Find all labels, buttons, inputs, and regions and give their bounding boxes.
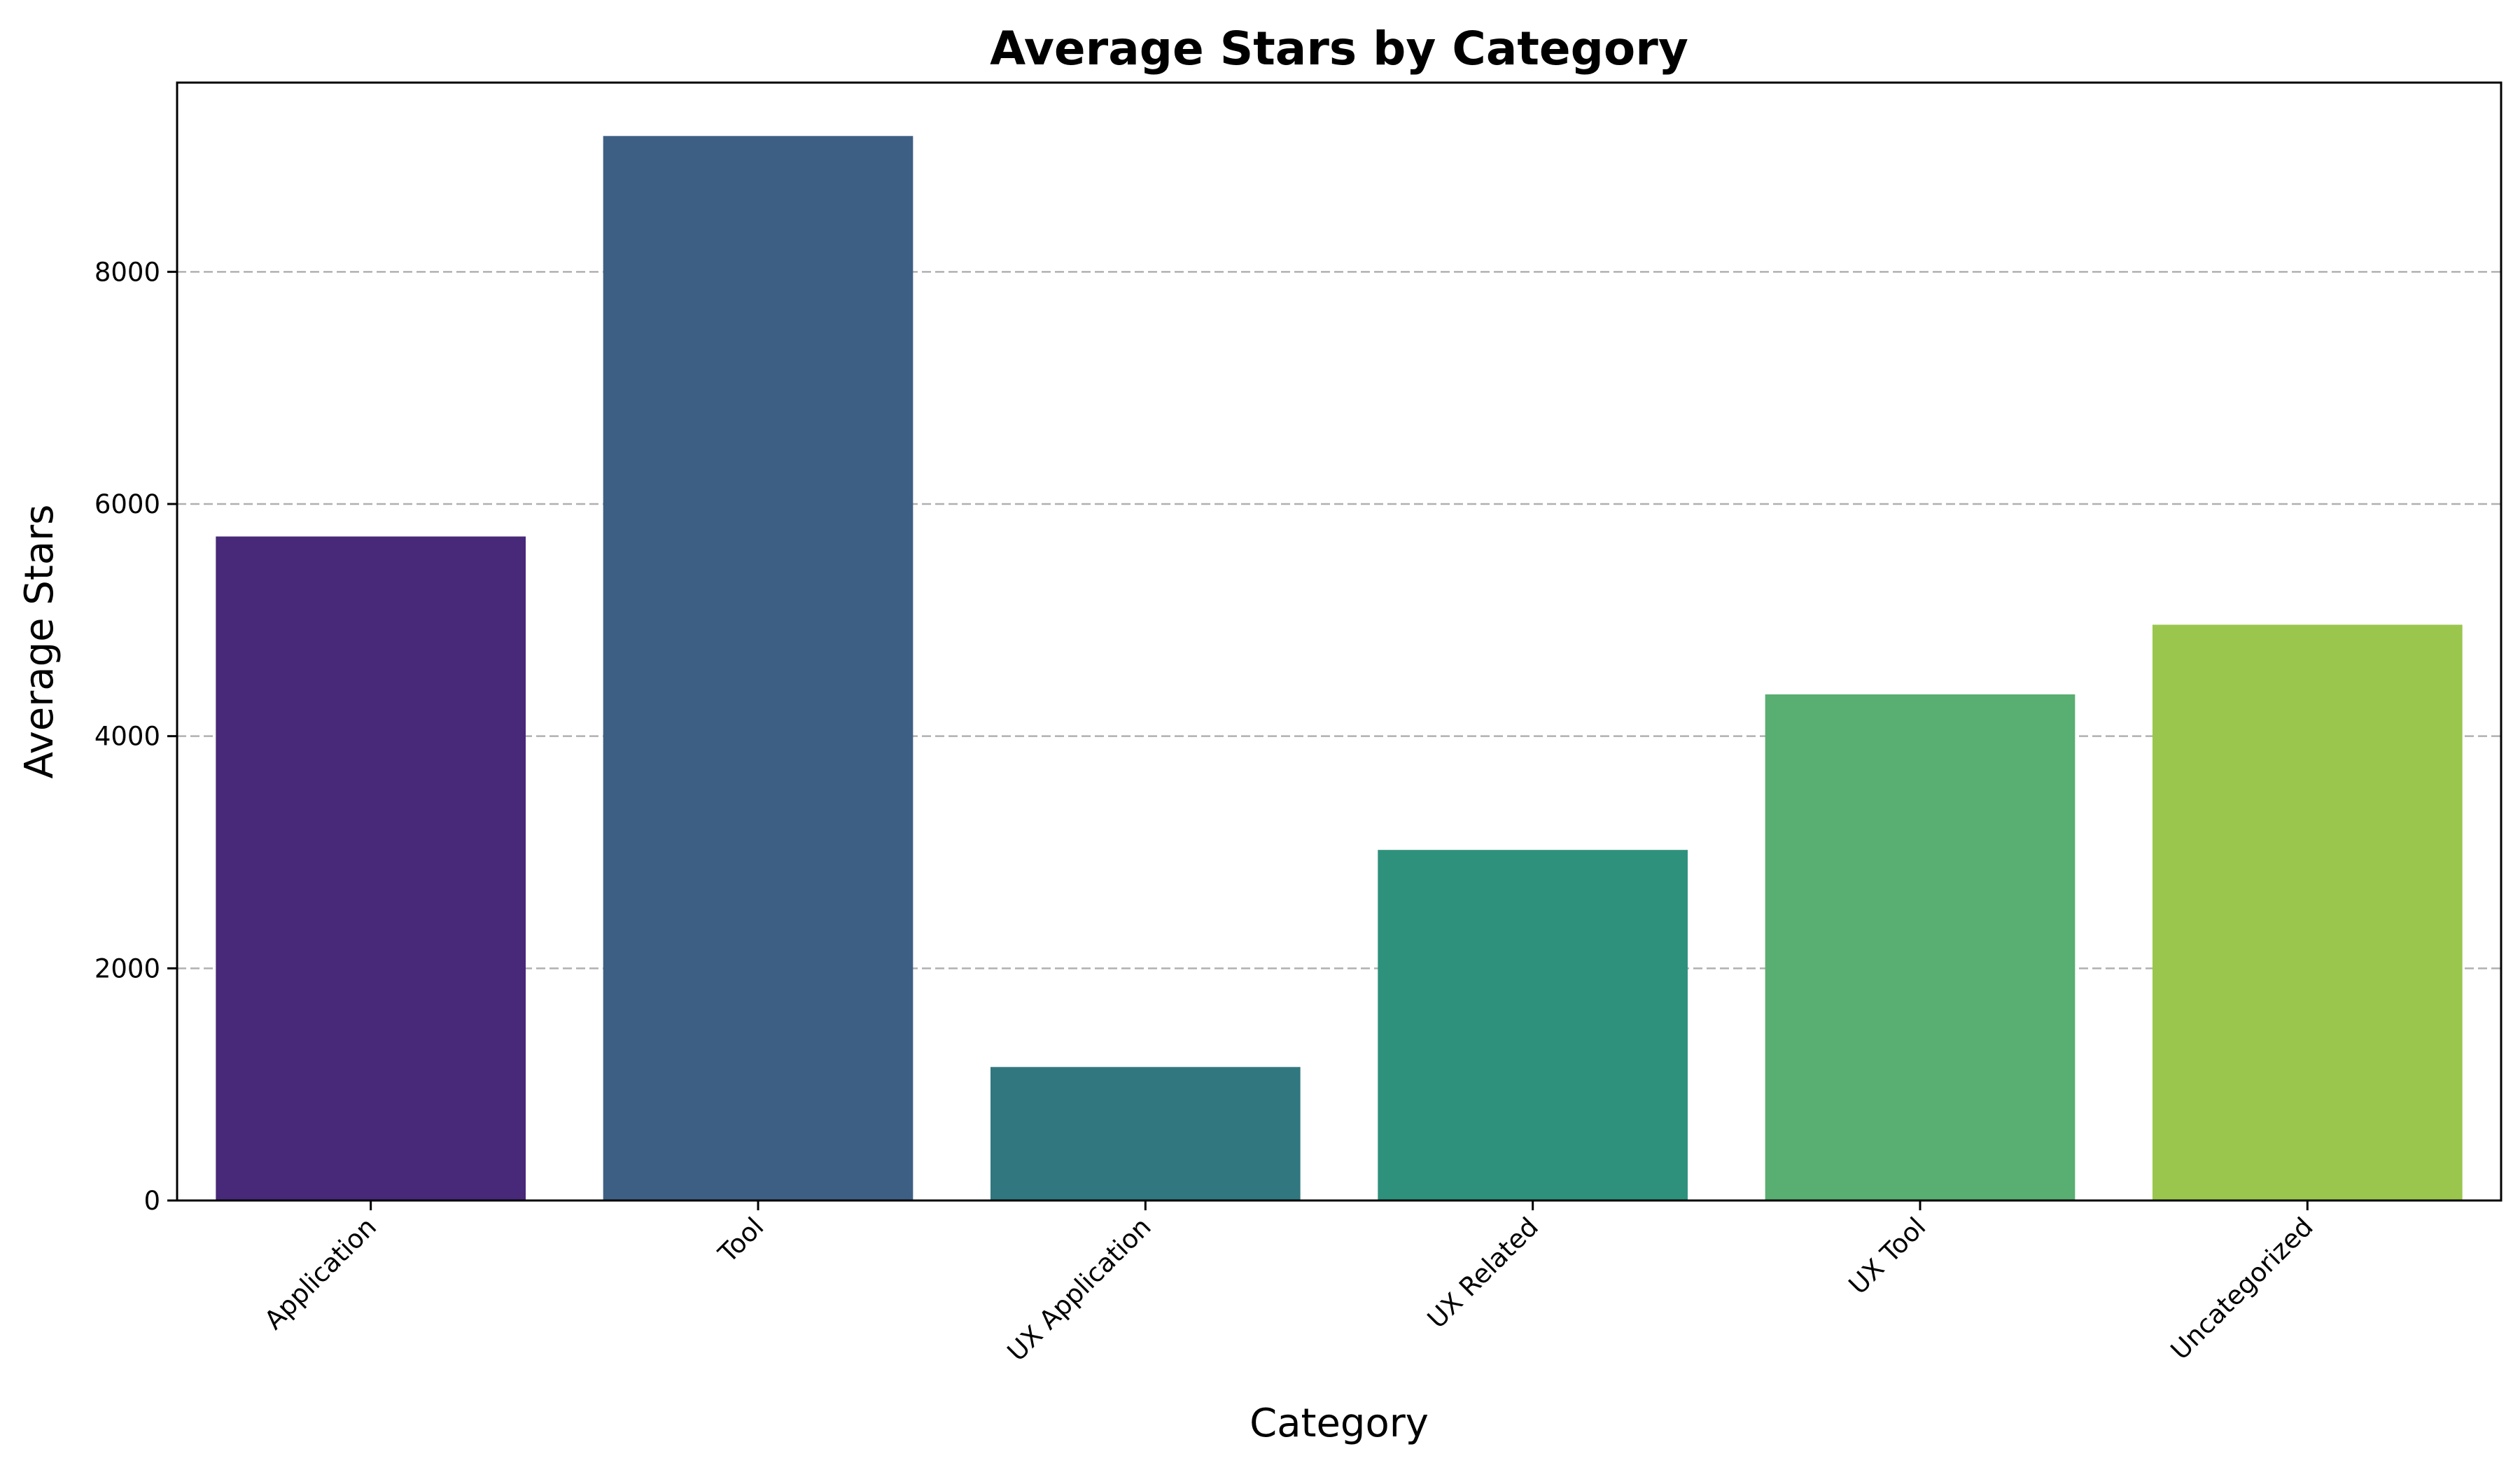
- y-axis-title: Average Stars: [17, 505, 62, 779]
- bar: [1765, 694, 2076, 1200]
- y-tick-label: 4000: [94, 722, 160, 752]
- x-tick-label: UX Application: [1002, 1212, 1157, 1367]
- y-tick-label: 8000: [94, 257, 160, 287]
- bar: [990, 1067, 1301, 1200]
- x-tick-label: Application: [258, 1212, 382, 1336]
- bar: [1378, 850, 1688, 1200]
- plot-frame: [176, 81, 2502, 1202]
- bar: [216, 536, 526, 1200]
- bars: [216, 136, 2463, 1200]
- x-tick-label: Uncategorized: [2165, 1212, 2319, 1366]
- x-axis-title: Category: [1250, 1401, 1429, 1446]
- x-tick-label: Tool: [712, 1212, 769, 1269]
- y-tick-label: 0: [144, 1186, 160, 1216]
- bar: [2152, 624, 2463, 1200]
- y-tick-label: 2000: [94, 953, 160, 983]
- x-tick-label: UX Tool: [1843, 1212, 1932, 1301]
- chart-title: Average Stars by Category: [990, 22, 1688, 76]
- y-axis-ticks: 0 2000 4000 6000 8000: [94, 257, 177, 1216]
- bar: [603, 136, 913, 1200]
- x-axis-ticks: Application Tool UX Application UX Related U…: [258, 1200, 2319, 1367]
- y-tick-label: 6000: [94, 489, 160, 519]
- x-tick-label: UX Related: [1422, 1212, 1544, 1334]
- gridlines: [177, 271, 2501, 969]
